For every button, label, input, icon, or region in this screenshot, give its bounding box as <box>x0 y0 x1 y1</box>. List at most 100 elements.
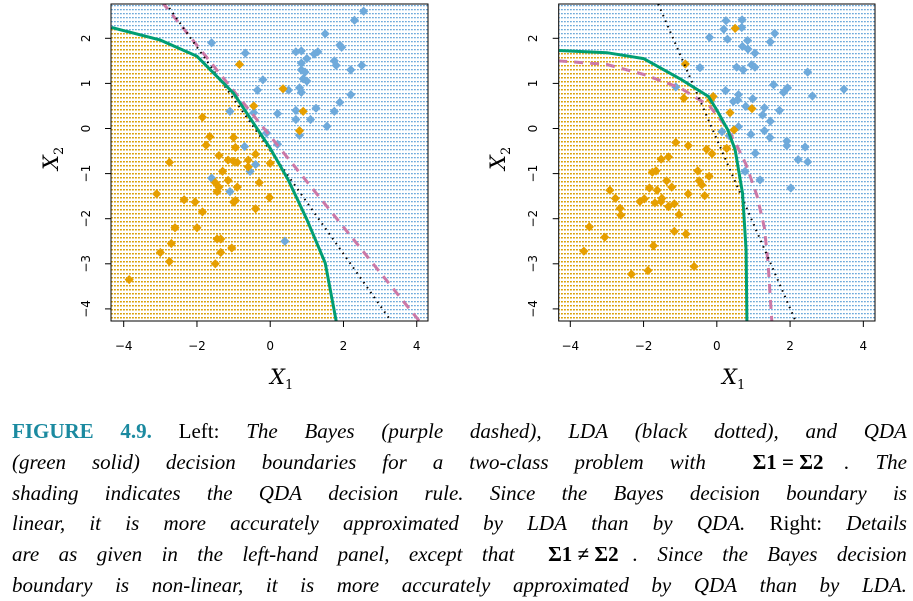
caption-text: indicates <box>99 480 181 505</box>
y-axis-label-sub: 2 <box>52 147 67 155</box>
x-tick-label: 2 <box>340 339 348 353</box>
qda-boundary-line <box>111 26 338 321</box>
data-point-blue <box>750 62 760 72</box>
caption-text: and <box>800 419 837 443</box>
data-point-orange <box>681 229 691 239</box>
caption-text: more <box>158 511 206 536</box>
data-point-orange <box>201 140 211 150</box>
data-point-orange <box>232 182 242 192</box>
x-axis-label-sub: 1 <box>737 378 745 393</box>
caption-text: . <box>844 449 850 474</box>
x-tick-label: 0 <box>713 339 721 353</box>
data-point-blue <box>743 44 753 54</box>
caption-text: in <box>156 542 178 567</box>
caption-text: the <box>556 480 588 505</box>
data-point-blue <box>258 75 268 85</box>
data-point-orange <box>164 157 175 167</box>
caption-text: a <box>427 449 444 474</box>
caption-line: are as given in the left-hand panel, exc… <box>12 539 907 570</box>
caption-text: non-linear, <box>146 572 244 597</box>
caption-text: . <box>632 542 638 567</box>
data-point-blue <box>742 35 753 46</box>
figure-label: FIGURE <box>12 419 94 443</box>
caption-text: left-hand <box>237 542 319 567</box>
data-point-orange <box>693 166 703 176</box>
data-point-blue <box>298 74 308 84</box>
data-point-blue <box>807 91 818 101</box>
caption-line: FIGURE 4.9. Left: The Bayes (purple dash… <box>12 416 907 447</box>
caption-text: with <box>664 449 706 474</box>
data-point-orange <box>216 234 226 244</box>
data-point-orange <box>214 182 224 192</box>
data-point-blue <box>225 106 235 116</box>
data-point-orange <box>669 226 679 236</box>
x-tick-label: 4 <box>860 339 868 353</box>
caption-text: Bayes <box>299 419 355 443</box>
data-point-blue <box>335 97 345 107</box>
caption-text: decision <box>684 480 760 505</box>
plot-frame <box>110 3 429 322</box>
caption-text: except <box>403 542 463 567</box>
data-point-orange <box>179 195 189 205</box>
data-point-orange <box>704 171 714 181</box>
data-point-orange <box>205 132 215 142</box>
data-point-blue <box>291 114 301 125</box>
data-point-orange <box>616 210 626 220</box>
data-point-blue <box>800 142 810 152</box>
caption-text: is <box>109 572 130 597</box>
x-tick-label: 4 <box>413 339 421 353</box>
caption-text: decision <box>831 542 907 567</box>
data-point-orange <box>218 166 228 176</box>
data-point-orange <box>579 246 589 256</box>
caption-text: Right: <box>764 511 823 536</box>
caption-text: LDA <box>563 419 609 443</box>
data-point-blue <box>329 106 339 116</box>
data-point-orange <box>197 207 208 217</box>
data-point-orange <box>689 261 699 272</box>
caption-text: that <box>476 542 515 567</box>
data-point-orange <box>700 191 710 201</box>
caption-text: Since <box>484 480 536 505</box>
caption-text: QDA <box>253 480 302 505</box>
data-point-orange <box>234 59 245 70</box>
caption-text: is <box>120 511 140 536</box>
data-point-blue <box>765 37 775 47</box>
data-point-blue <box>296 87 306 98</box>
data-point-orange <box>697 180 707 190</box>
y-tick-label: −1 <box>79 165 93 183</box>
data-point-blue <box>305 114 316 125</box>
caption-math: Σ1 = Σ2 <box>752 449 824 474</box>
data-point-orange <box>650 198 660 208</box>
y-axis-label-sub: 2 <box>499 147 514 155</box>
data-point-blue <box>704 32 715 42</box>
data-point-orange <box>683 189 693 199</box>
data-point-blue <box>737 22 747 33</box>
data-point-orange <box>230 142 241 153</box>
y-tick-label: 2 <box>526 34 540 42</box>
x-tick-label: 0 <box>266 339 274 353</box>
data-point-orange <box>192 223 202 233</box>
figure-caption: FIGURE 4.9. Left: The Bayes (purple dash… <box>12 416 907 601</box>
caption-text: than <box>754 572 797 597</box>
data-point-orange <box>223 175 233 185</box>
data-point-orange <box>243 155 253 165</box>
data-point-orange <box>683 141 693 151</box>
caption-text: boundaries <box>256 449 357 474</box>
figure-label: 4.9. <box>115 419 152 443</box>
data-point-orange <box>232 157 242 167</box>
caption-text: boundary <box>780 480 867 505</box>
data-point-orange <box>254 178 264 188</box>
caption-line: (green solid) decision boundaries for a … <box>12 447 907 478</box>
data-point-orange <box>729 125 739 135</box>
caption-text: QDA <box>858 419 907 443</box>
data-point-blue <box>296 46 306 56</box>
caption-text: by <box>477 511 503 536</box>
data-point-blue <box>296 65 306 75</box>
data-point-blue <box>359 6 369 16</box>
y-tick-label: −1 <box>526 165 540 183</box>
data-point-orange <box>214 150 224 161</box>
data-point-orange <box>626 269 637 279</box>
data-point-orange <box>228 132 239 143</box>
y-axis-label-main: X <box>39 154 63 172</box>
